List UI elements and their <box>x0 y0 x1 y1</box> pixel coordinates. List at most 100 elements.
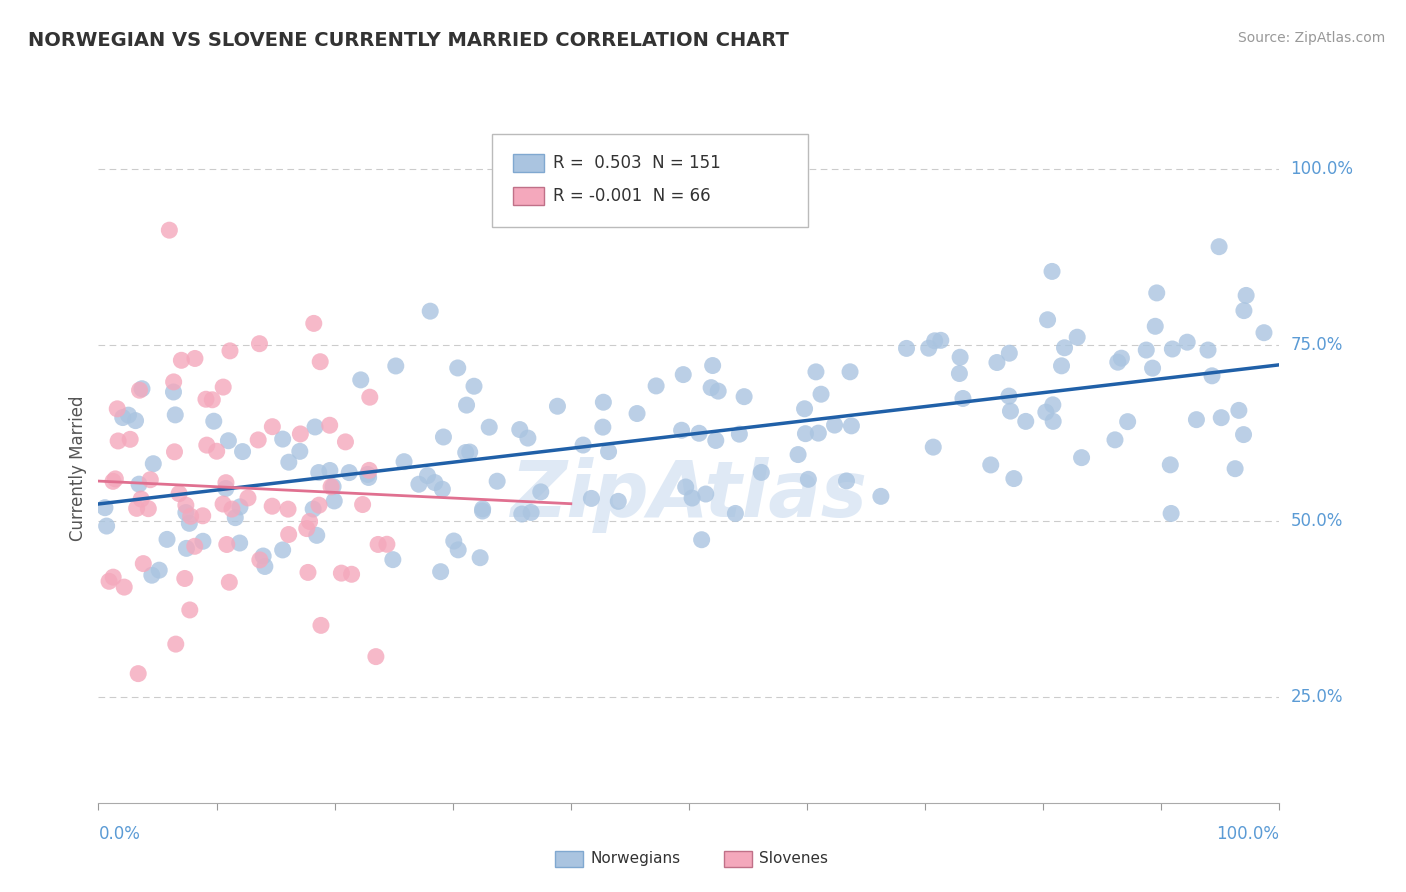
Point <box>1159 458 1181 472</box>
Point <box>749 466 772 480</box>
Point <box>1253 326 1275 340</box>
Point <box>142 457 165 471</box>
Point <box>179 603 201 617</box>
Point <box>302 502 325 516</box>
Point <box>1000 404 1022 418</box>
Point <box>423 475 446 490</box>
Point <box>129 491 152 506</box>
Point <box>215 537 238 551</box>
Point <box>107 434 129 448</box>
Point <box>139 473 162 487</box>
Point <box>1104 433 1126 447</box>
Point <box>1144 319 1167 334</box>
Point <box>162 384 184 399</box>
Point <box>359 390 381 404</box>
Point <box>707 384 730 398</box>
Point <box>432 482 454 496</box>
Point <box>148 563 170 577</box>
Point <box>191 508 214 523</box>
Point <box>1042 414 1064 428</box>
Point <box>1107 355 1129 369</box>
Point <box>516 431 538 445</box>
Point <box>952 392 974 406</box>
Point <box>592 395 614 409</box>
Point <box>125 501 148 516</box>
Point <box>215 482 238 496</box>
Point <box>794 426 817 441</box>
Point <box>156 533 179 547</box>
Point <box>228 536 250 550</box>
Point <box>253 559 276 574</box>
Point <box>165 408 187 422</box>
Point <box>330 566 353 581</box>
Point <box>546 399 568 413</box>
Point <box>733 390 755 404</box>
Point <box>194 392 217 407</box>
Point <box>626 407 648 421</box>
Point <box>681 491 703 505</box>
Point <box>136 501 159 516</box>
Point <box>478 420 501 434</box>
Point <box>249 336 271 351</box>
Point <box>217 434 239 448</box>
Point <box>1197 343 1219 357</box>
Point <box>323 494 346 508</box>
Text: 75.0%: 75.0% <box>1291 336 1343 354</box>
Point <box>247 433 270 447</box>
Text: R = -0.001  N = 66: R = -0.001 N = 66 <box>553 187 710 205</box>
Point <box>262 419 284 434</box>
Point <box>165 637 187 651</box>
Point <box>1208 240 1230 254</box>
Point <box>1035 405 1057 419</box>
Point <box>340 567 363 582</box>
Point <box>1227 403 1250 417</box>
Point <box>201 392 224 407</box>
Point <box>1175 335 1198 350</box>
Point <box>221 502 243 516</box>
Text: NORWEGIAN VS SLOVENE CURRENTLY MARRIED CORRELATION CHART: NORWEGIAN VS SLOVENE CURRENTLY MARRIED C… <box>28 31 789 50</box>
Point <box>183 539 205 553</box>
Text: Slovenes: Slovenes <box>759 851 828 865</box>
Point <box>384 359 406 373</box>
Point <box>205 444 228 458</box>
Text: 100.0%: 100.0% <box>1291 160 1354 178</box>
Point <box>131 382 153 396</box>
Point <box>94 500 117 515</box>
Point <box>1036 312 1059 326</box>
Point <box>277 502 299 516</box>
Point <box>202 414 225 428</box>
Point <box>690 533 713 547</box>
Point <box>104 472 127 486</box>
Point <box>309 618 332 632</box>
Point <box>229 500 252 514</box>
Point <box>232 444 254 458</box>
Point <box>120 433 142 447</box>
Point <box>262 499 284 513</box>
Text: Source: ZipAtlas.com: Source: ZipAtlas.com <box>1237 31 1385 45</box>
Point <box>170 353 193 368</box>
Point <box>458 445 481 459</box>
Point <box>1234 288 1257 302</box>
Point <box>191 534 214 549</box>
Text: ZipAtlas: ZipAtlas <box>510 457 868 533</box>
Y-axis label: Currently Married: Currently Married <box>69 395 87 541</box>
Point <box>980 458 1002 472</box>
Point <box>132 557 155 571</box>
Point <box>924 334 946 348</box>
Point <box>271 543 294 558</box>
Point <box>922 440 945 454</box>
Point <box>290 426 312 441</box>
Point <box>447 542 470 557</box>
Point <box>1066 330 1088 344</box>
Point <box>416 468 439 483</box>
Point <box>468 550 491 565</box>
Point <box>1142 361 1164 376</box>
Point <box>1161 342 1184 356</box>
Point <box>141 568 163 582</box>
Point <box>212 380 235 394</box>
Point <box>277 455 299 469</box>
Point <box>127 666 149 681</box>
Point <box>101 475 124 489</box>
Point <box>174 506 197 520</box>
Text: 100.0%: 100.0% <box>1216 825 1279 843</box>
